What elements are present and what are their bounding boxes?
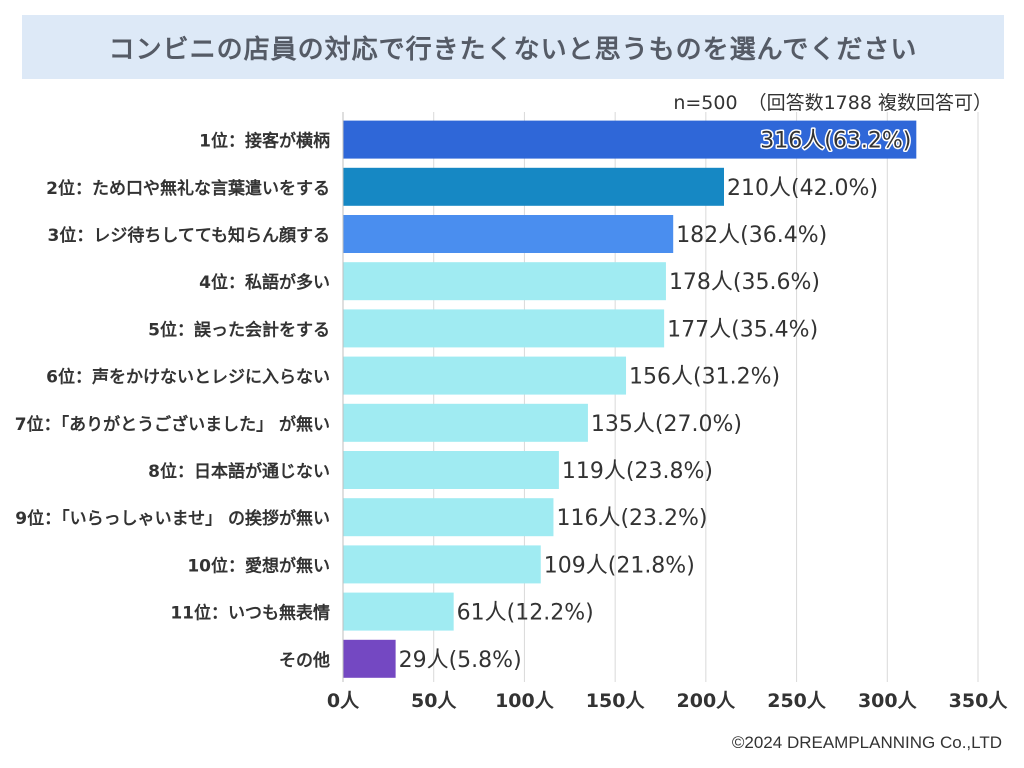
bar <box>343 356 627 395</box>
category-label: 6位：声をかけないとレジに入らない <box>46 367 330 388</box>
category-label: 3位：レジ待ちしてても知らん顔する <box>48 225 330 246</box>
bar <box>343 403 588 442</box>
x-tick-label: 200人 <box>677 690 737 712</box>
data-label: 316人(63.2%) <box>760 129 911 154</box>
x-tick-label: 150人 <box>586 690 646 712</box>
title-banner: コンビニの店員の対応で行きたくないと思うものを選んでください <box>22 15 1004 79</box>
data-label: 210人(42.0%) <box>727 176 878 201</box>
bar <box>343 215 674 253</box>
sample-size: n=500 <box>673 92 738 114</box>
category-label: 10位：愛想が無い <box>187 555 330 576</box>
sample-note: n=500 （回答数1788 複数回答可） <box>669 88 992 115</box>
data-label: 119人(23.8%) <box>562 459 713 484</box>
chart-title: コンビニの店員の対応で行きたくないと思うものを選んでください <box>108 34 918 65</box>
bar <box>343 639 396 678</box>
category-label: 7位：「ありがとうございました」 が無い <box>15 414 330 435</box>
data-label: 61人(12.2%) <box>457 601 594 626</box>
data-label: 178人(35.6%) <box>669 270 820 295</box>
category-label: 2位：ため口や無礼な言葉遣いをする <box>46 178 330 199</box>
category-label: その他 <box>279 650 330 671</box>
bar <box>343 167 724 206</box>
bar <box>343 262 666 301</box>
data-label: 135人(27.0%) <box>591 412 742 437</box>
x-tick-label: 350人 <box>949 690 1009 712</box>
bar <box>343 545 541 584</box>
response-count: （回答数1788 複数回答可） <box>747 92 992 114</box>
data-label: 109人(21.8%) <box>544 553 695 578</box>
x-tick-label: 50人 <box>411 690 457 712</box>
bar <box>343 309 665 348</box>
data-label: 29人(5.8%) <box>399 648 522 673</box>
category-label: 4位：私語が多い <box>199 272 330 293</box>
x-tick-label: 0人 <box>327 690 360 712</box>
x-tick-label: 300人 <box>858 690 918 712</box>
category-label: 8位：日本語が通じない <box>148 461 330 482</box>
x-tick-label: 250人 <box>767 690 827 712</box>
category-label: 9位：「いらっしゃいませ」 の挨拶が無い <box>15 508 330 529</box>
data-label: 156人(31.2%) <box>629 365 780 390</box>
data-label: 177人(35.4%) <box>667 317 818 342</box>
bar <box>343 592 454 631</box>
bar <box>343 451 559 489</box>
data-label: 182人(36.4%) <box>676 223 827 248</box>
bar <box>343 498 554 537</box>
category-label: 11位：いつも無表情 <box>170 603 330 624</box>
x-tick-label: 100人 <box>495 690 555 712</box>
category-label: 1位：接客が横柄 <box>199 131 330 152</box>
bar <box>343 120 917 159</box>
category-label: 5位：誤った会計をする <box>148 319 330 340</box>
copyright: ©2024 DREAMPLANNING Co.,LTD <box>731 733 1002 752</box>
data-label: 116人(23.2%) <box>556 506 707 531</box>
